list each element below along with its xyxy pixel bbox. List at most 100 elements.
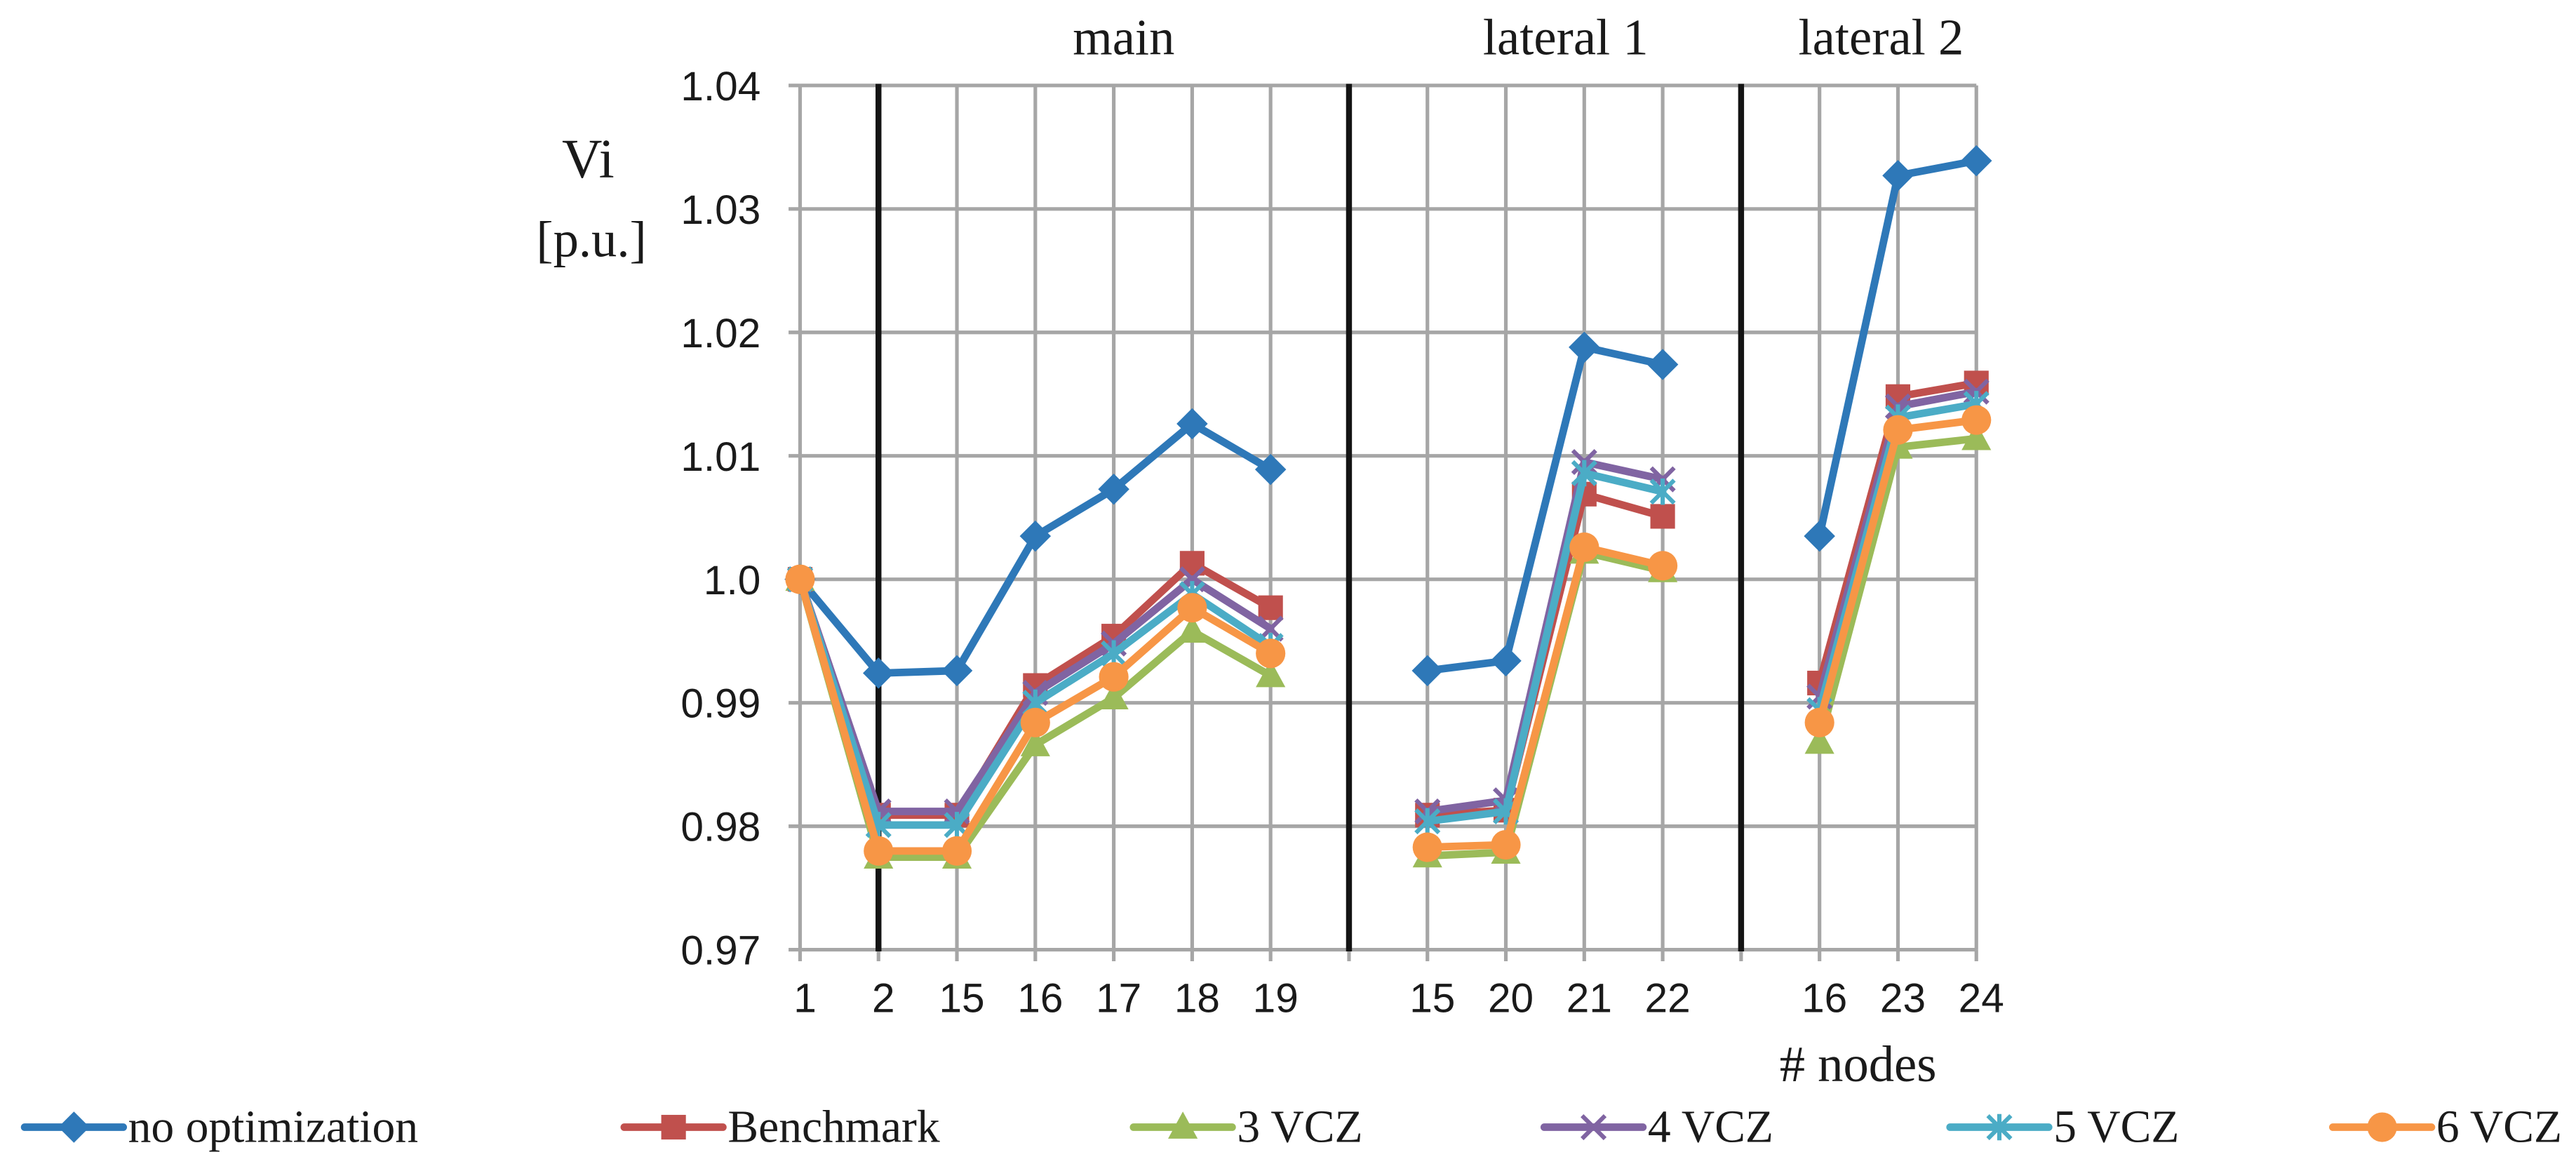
series-layer (784, 145, 1992, 869)
data-point-3-vcz (1961, 422, 1992, 450)
legend-label: Benchmark (727, 1102, 939, 1153)
legend-item-benchmark: Benchmark (620, 1102, 940, 1153)
y-axis-label: Vi (562, 128, 615, 190)
data-point-no-optimization (1098, 473, 1129, 505)
data-point-no-optimization (1804, 520, 1835, 552)
x-tick-label: 18 (1174, 976, 1220, 1022)
series-line-5-vcz (1423, 469, 1667, 825)
legend-item-3-vcz: 3 VCZ (1129, 1102, 1363, 1153)
y-tick-label: 0.98 (680, 805, 760, 850)
series-no-optimization (784, 145, 1992, 689)
y-tick-label: 1.0 (704, 558, 760, 603)
section-label: lateral 2 (1799, 8, 1964, 65)
legend-label: 5 VCZ (2053, 1102, 2179, 1153)
series-5-vcz (786, 391, 1990, 838)
data-point-6-vcz (1961, 405, 1992, 435)
data-point-3-vcz (1256, 660, 1286, 688)
x-tick-label: 22 (1645, 976, 1691, 1022)
x-tick-label: 15 (1409, 976, 1455, 1022)
grid-and-axes: 1.04 1.03 1.02 1.01 1.0 0.99 0.98 0.97 1 2 15 16 17 1… (680, 64, 2004, 1022)
x-tick-label: 17 (1096, 976, 1141, 1022)
data-point-no-optimization (1254, 453, 1287, 486)
data-point-no-optimization (1490, 645, 1522, 677)
y-tick-label: 0.99 (680, 681, 760, 727)
x-tick-label: 2 (872, 976, 895, 1022)
y-axis-unit-label: [p.u.] (536, 210, 646, 267)
legend-item-6-vcz: 6 VCZ (2329, 1102, 2562, 1153)
axis-titles: Vi [p.u.] # nodes (536, 128, 1936, 1092)
legend-swatch-marker (1581, 1113, 1607, 1141)
legend-swatch-marker (2367, 1112, 2397, 1142)
data-point-6-vcz (1569, 532, 1599, 563)
legend-label: 3 VCZ (1237, 1102, 1362, 1153)
x-tick-label: 16 (1802, 976, 1847, 1022)
data-point-5-vcz (1571, 460, 1597, 487)
legend-item-4-vcz: 4 VCZ (1540, 1102, 1773, 1153)
legend-item-5-vcz: 5 VCZ (1946, 1102, 2179, 1153)
x-tick-label: 15 (939, 976, 985, 1022)
data-point-6-vcz (1804, 707, 1834, 737)
legend-label: 4 VCZ (1648, 1102, 1773, 1153)
data-point-5-vcz (1414, 808, 1441, 835)
x-axis-label: # nodes (1780, 1036, 1937, 1092)
data-point-no-optimization (1646, 349, 1679, 380)
y-tick-label: 1.04 (680, 64, 760, 109)
legend: no optimization Benchmark 3 VCZ 4 VCZ 5 VCZ 6… (20, 1102, 2562, 1153)
legend-swatch-marker (58, 1111, 90, 1143)
data-point-3-vcz (1804, 726, 1834, 754)
data-point-benchmark (1650, 504, 1675, 529)
data-point-6-vcz (1177, 593, 1207, 623)
x-tick-label: 21 (1567, 976, 1612, 1022)
x-tick-label: 20 (1488, 976, 1534, 1022)
x-tick-label: 23 (1880, 976, 1926, 1022)
data-point-no-optimization (941, 655, 973, 687)
data-point-no-optimization (1960, 145, 1992, 177)
y-tick-label: 1.01 (680, 434, 760, 480)
section-label: main (1073, 8, 1174, 65)
data-point-no-optimization (1019, 520, 1052, 552)
data-point-6-vcz (785, 564, 815, 594)
data-point-3-vcz (1177, 615, 1207, 643)
series-line-6-vcz (1423, 543, 1667, 851)
data-point-6-vcz (1256, 638, 1286, 669)
section-label: lateral 1 (1483, 8, 1649, 65)
data-point-no-optimization (1569, 331, 1600, 363)
x-tick-label: 24 (1959, 976, 2004, 1022)
series-benchmark (787, 370, 1989, 828)
section-labels: main lateral 1 lateral 2 (1073, 8, 1964, 65)
data-point-3-vcz (1020, 729, 1050, 756)
y-tick-label: 1.03 (680, 187, 760, 233)
legend-item-no-optimization: no optimization (20, 1102, 418, 1153)
data-point-no-optimization (863, 657, 894, 689)
legend-swatch-marker (1986, 1113, 2013, 1141)
legend-swatch-marker (1168, 1111, 1198, 1139)
data-point-6-vcz (1883, 415, 1913, 445)
data-point-6-vcz (864, 836, 894, 866)
data-point-5-vcz (1649, 479, 1676, 505)
legend-swatch-marker (661, 1114, 686, 1140)
x-tick-label: 19 (1253, 976, 1299, 1022)
data-point-6-vcz (1648, 551, 1678, 581)
data-point-6-vcz (1412, 832, 1442, 862)
data-point-6-vcz (1099, 662, 1129, 692)
legend-label: no optimization (128, 1102, 418, 1153)
series-6-vcz (785, 405, 1992, 866)
series-line-no-optimization (1423, 343, 1667, 675)
data-point-6-vcz (1020, 707, 1050, 737)
x-tick-label: 1 (793, 976, 817, 1022)
data-point-6-vcz (1491, 829, 1521, 860)
section-dividers (876, 83, 1745, 951)
legend-label: 6 VCZ (2436, 1102, 2562, 1153)
y-tick-label: 1.02 (680, 311, 760, 356)
data-point-3-vcz (1099, 682, 1129, 710)
data-point-6-vcz (941, 836, 972, 866)
y-tick-label: 0.97 (680, 928, 760, 974)
data-point-no-optimization (1176, 408, 1208, 440)
data-point-no-optimization (1882, 160, 1914, 192)
data-point-benchmark (1258, 595, 1283, 620)
x-tick-label: 16 (1017, 976, 1063, 1022)
series-4-vcz (786, 378, 1990, 825)
data-point-no-optimization (1411, 655, 1443, 687)
